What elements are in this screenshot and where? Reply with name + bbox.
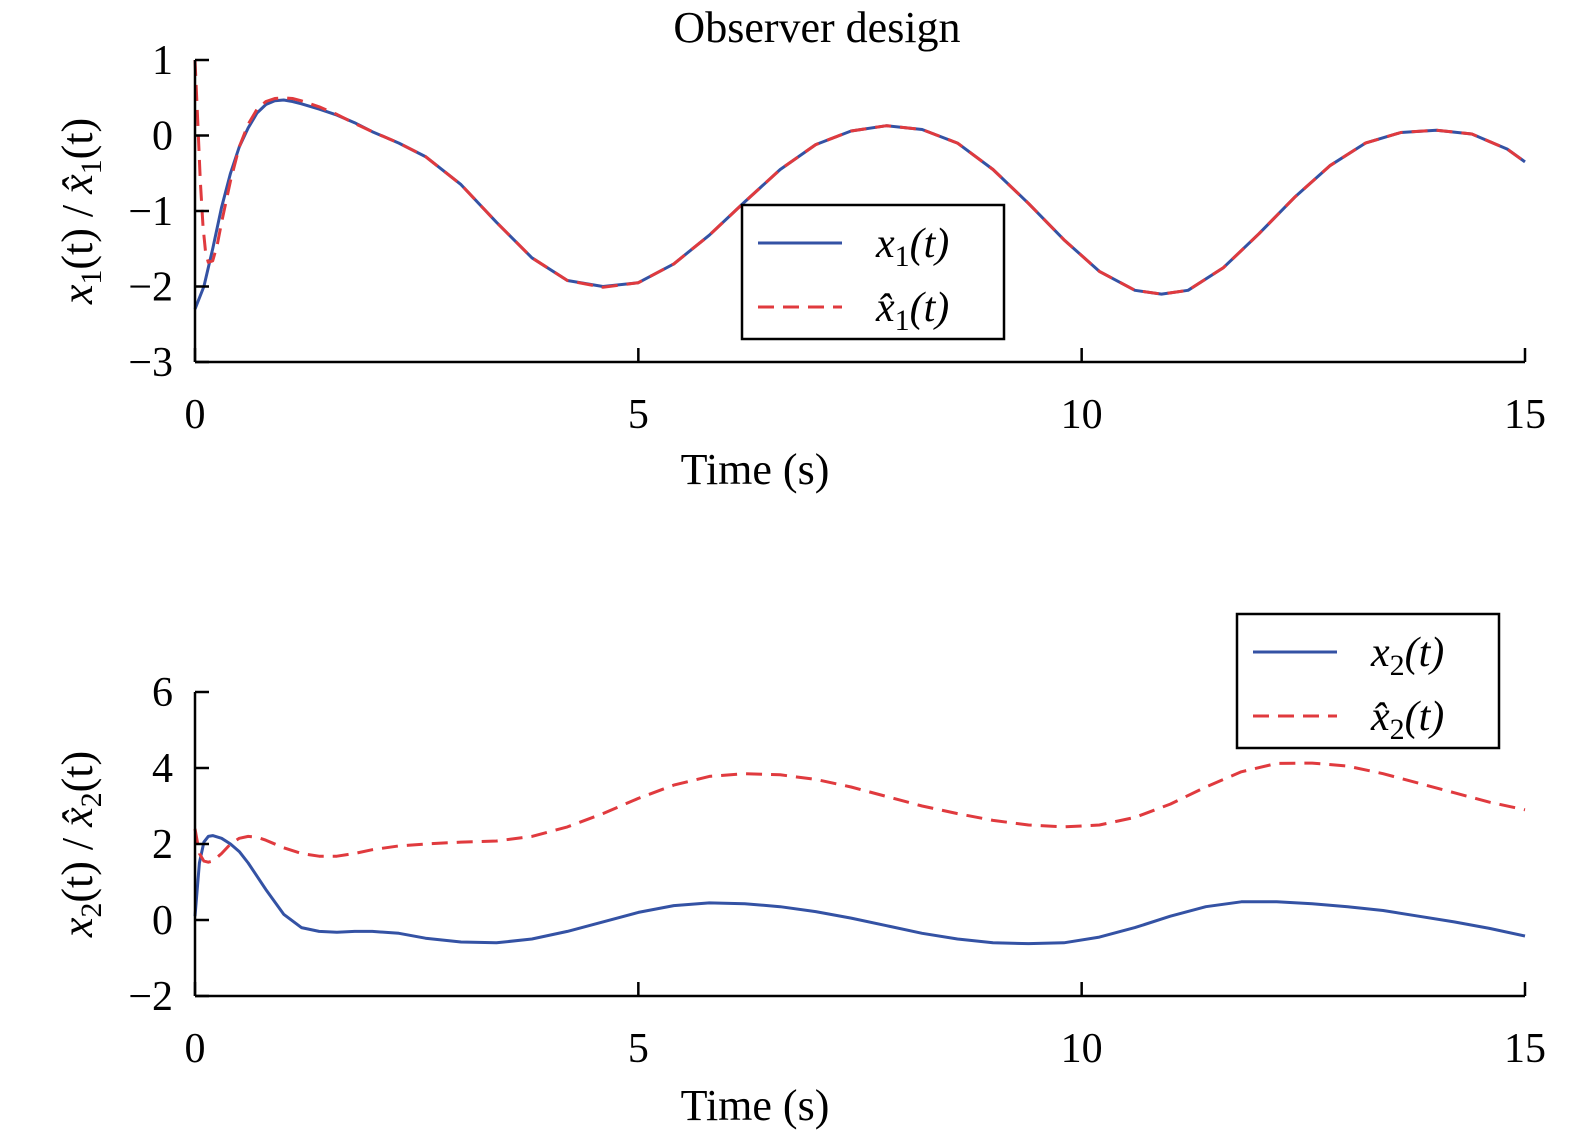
bottom-y-tick-label: 2 <box>152 822 173 868</box>
top-x-axis-label: Time (s) <box>681 445 830 494</box>
bottom-legend-label-2: x̂2(t) <box>1370 694 1444 746</box>
bottom-x-tick-label: 0 <box>185 1026 206 1072</box>
bottom-x-tick-label: 5 <box>628 1026 649 1072</box>
bottom-series-line-1 <box>193 834 1526 946</box>
chart-title: Observer design <box>673 3 960 52</box>
bottom-legend: x2(t) x̂2(t) <box>1235 612 1501 750</box>
bottom-x-axis-label: Time (s) <box>681 1081 830 1130</box>
bottom-y-tick-label: 0 <box>152 898 173 944</box>
bottom-x-tick-label: 10 <box>1061 1026 1103 1072</box>
top-legend-box <box>740 203 1006 341</box>
top-y-tick-label: −2 <box>128 265 173 311</box>
top-legend-label-1: x1(t) <box>875 221 949 273</box>
top-series-line-2 <box>193 59 1526 296</box>
top-y-tick-label: 1 <box>152 38 173 84</box>
top-x-tick-label: 10 <box>1061 392 1103 438</box>
top-x-tick-label: 0 <box>185 392 206 438</box>
bottom-y-tick-label: 6 <box>152 670 173 716</box>
top-x-tick-label: 15 <box>1504 392 1546 438</box>
top-legend-label-2: x̂1(t) <box>875 285 949 337</box>
top-y-tick-label: 0 <box>152 114 173 160</box>
top-y-tick-label: −1 <box>128 189 173 235</box>
top-x-tick-label: 5 <box>628 392 649 438</box>
top-y-tick-label: −3 <box>128 340 173 386</box>
bottom-y-tick-label: −2 <box>128 974 173 1020</box>
bottom-legend-label-1: x2(t) <box>1370 630 1444 682</box>
bottom-legend-box <box>1235 612 1501 750</box>
top-plot: 0 5 10 15 −3 −2 −1 0 1 Time (s) x1(t) / x̂1(t) x1(t… <box>53 38 1546 494</box>
bottom-y-tick-label: 4 <box>152 746 173 792</box>
bottom-series-line-2 <box>193 761 1526 864</box>
top-legend: x1(t) x̂1(t) <box>740 203 1006 341</box>
top-y-axis-label: x1(t) / x̂1(t) <box>53 118 108 305</box>
bottom-y-axis-label: x2(t) / x̂2(t) <box>53 751 108 938</box>
bottom-x-tick-label: 15 <box>1504 1026 1546 1072</box>
